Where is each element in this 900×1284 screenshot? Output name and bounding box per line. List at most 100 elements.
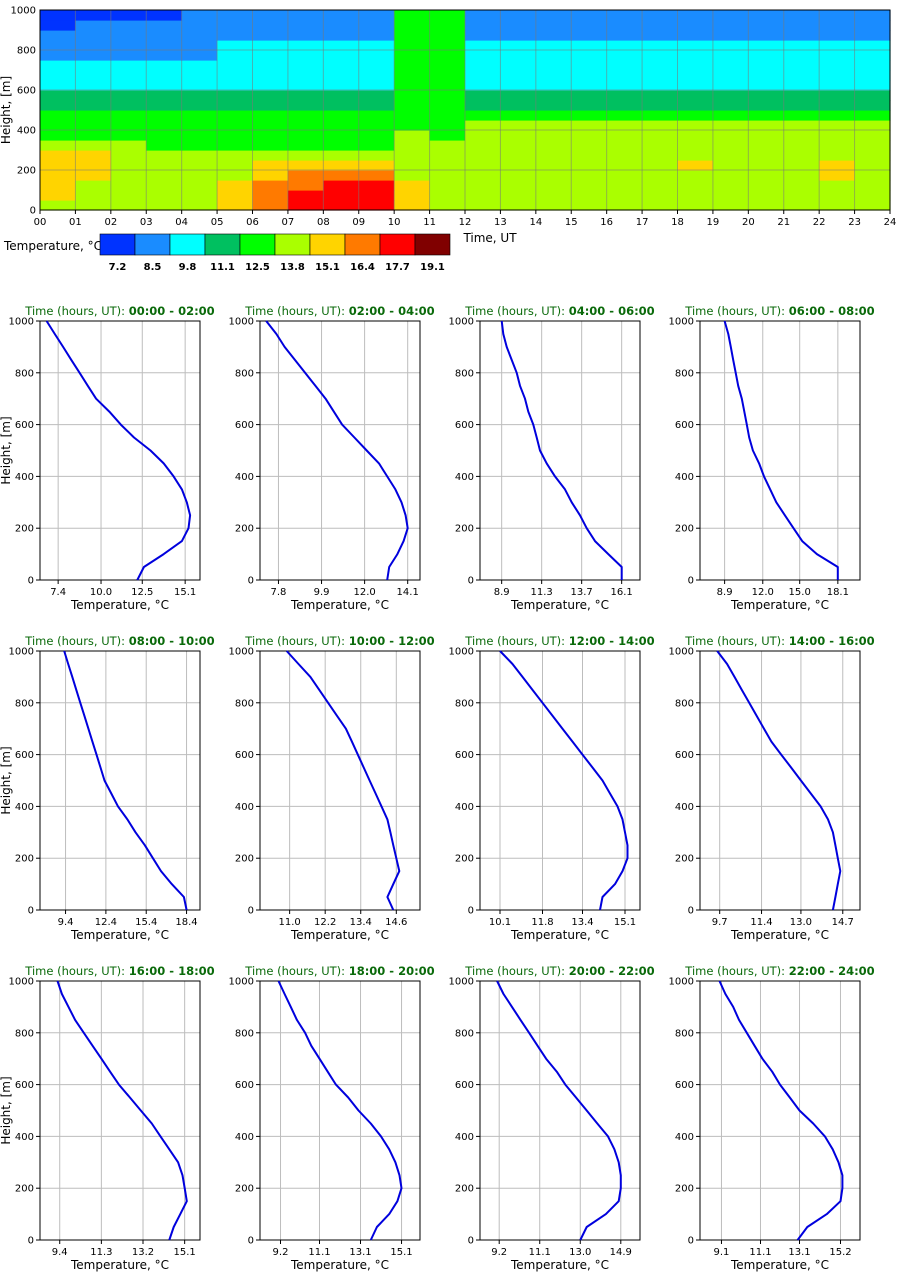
heatmap-cell [323,160,360,171]
heatmap-cell [358,80,395,91]
heatmap-cell [75,180,112,191]
heatmap-cell [358,70,395,81]
heatmap-cell [252,20,289,31]
heatmap-cell [287,80,324,91]
heatmap-cell [748,130,785,141]
profile-x-tick-label: 11.1 [308,1247,330,1258]
heatmap-cell [146,90,183,101]
heatmap-cell [500,170,537,181]
profile-y-tick-label: 600 [455,420,474,431]
heatmap-cell [500,80,537,91]
heatmap-cell [429,200,466,211]
heatmap-cell [323,90,360,101]
heatmap-cell [535,10,572,21]
heatmap-cell [535,20,572,31]
heatmap-cell [110,60,147,71]
profile-y-tick-label: 1000 [669,977,694,988]
heatmap-cell [429,180,466,191]
heatmap-cell [535,30,572,41]
heatmap-cell [75,120,112,131]
heatmap-cell [217,110,254,121]
profile-title-range: 22:00 - 24:00 [789,964,875,978]
heatmap-cell [712,180,749,191]
heatmap-cell [535,90,572,101]
heatmap-cell [323,100,360,111]
heatmap-cell [783,120,820,131]
profile-x-tick-label: 11.0 [278,917,300,928]
heatmap-cell [712,60,749,71]
heatmap-cell [181,70,218,81]
heatmap-cell [677,50,714,61]
heatmap-cell [146,160,183,171]
heatmap-cell [535,100,572,111]
heatmap-cell [642,110,679,121]
heatmap-cell [783,100,820,111]
profile-frame [699,650,861,911]
heatmap-y-tick-label: 200 [17,166,36,177]
heatmap-cell [217,30,254,41]
heatmap-cell [110,10,147,21]
profile-title: Time (hours, UT): 16:00 - 18:00 [24,964,214,978]
heatmap-cell [748,50,785,61]
profile-y-tick-label: 1000 [9,317,34,328]
heatmap-cell [571,160,608,171]
profile-y-tick-label: 400 [15,1132,34,1143]
heatmap-cell [465,150,502,161]
profile-x-tick-label: 15.1 [614,917,636,928]
heatmap-cell [110,30,147,41]
heatmap-cell [748,20,785,31]
profile-y-tick-label: 0 [248,576,254,587]
heatmap-cell [606,180,643,191]
profile-series-line [496,980,622,1241]
heatmap-cell [783,20,820,31]
heatmap-cell [535,40,572,51]
heatmap-cell [465,50,502,61]
profile-title: Time (hours, UT): 14:00 - 16:00 [684,634,874,648]
heatmap-cell [217,20,254,31]
heatmap-y-tick-label: 0 [30,206,36,217]
heatmap-cell [748,100,785,111]
heatmap-cell [110,200,147,211]
heatmap-cell [217,70,254,81]
heatmap-cell [500,60,537,71]
heatmap-cell [712,30,749,41]
heatmap-cell [40,70,77,81]
profile-title-prefix: Time (hours, UT): [24,964,128,978]
heatmap-cell [748,10,785,21]
heatmap-cell [642,50,679,61]
heatmap-cell [500,90,537,101]
heatmap-cell [217,10,254,21]
heatmap-cell [712,70,749,81]
heatmap-cell [854,20,891,31]
heatmap-cell [465,100,502,111]
heatmap-cell [854,100,891,111]
heatmap-cell [819,60,856,71]
heatmap-cell [642,190,679,201]
heatmap-cell [252,80,289,91]
colorbar-swatch [414,233,451,256]
heatmap-cell [535,190,572,201]
profile-title-prefix: Time (hours, UT): [24,304,128,318]
profile-series-line [499,650,629,911]
heatmap-cell [110,170,147,181]
heatmap-cell [783,40,820,51]
heatmap-cell [146,50,183,61]
heatmap-cell [854,180,891,191]
heatmap-x-tick-label: 05 [211,217,224,228]
heatmap-cell [783,130,820,141]
heatmap-cell [677,140,714,151]
heatmap-cell [181,190,218,201]
heatmap-cell [394,110,431,121]
heatmap-y-tick-label: 1000 [11,6,36,17]
heatmap-cell [677,180,714,191]
profile-title-prefix: Time (hours, UT): [244,964,348,978]
heatmap-cell [181,150,218,161]
heatmap-cell [606,40,643,51]
colorbar-swatch [274,233,311,256]
heatmap-cell [535,110,572,121]
profile-x-tick-label: 18.1 [827,587,849,598]
heatmap-cell [465,120,502,131]
heatmap-cell [606,10,643,21]
heatmap-cell [571,20,608,31]
heatmap-cell [606,160,643,171]
